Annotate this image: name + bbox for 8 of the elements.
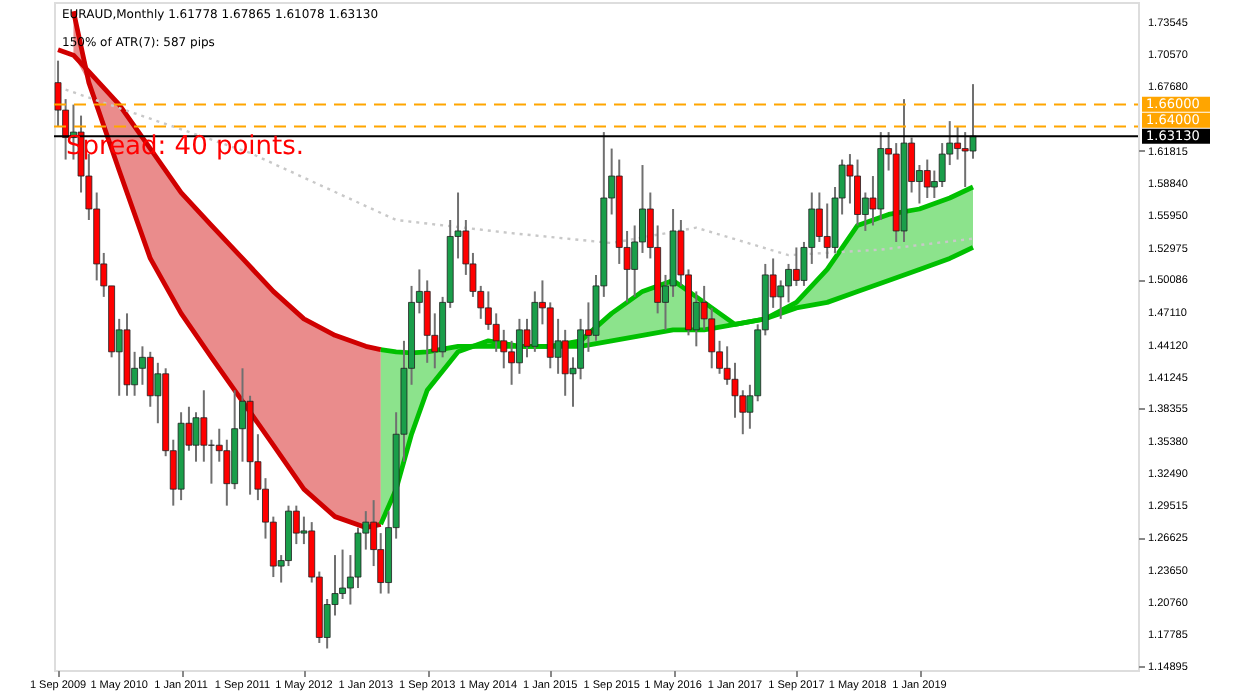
candlestick [423,279,431,364]
candlestick [923,158,931,200]
candlestick [823,202,831,260]
candlestick [192,411,200,463]
annotation: Spread: 40 points. [66,132,305,162]
candlestick [792,246,800,287]
candlestick [854,158,861,227]
candlestick [961,131,969,189]
